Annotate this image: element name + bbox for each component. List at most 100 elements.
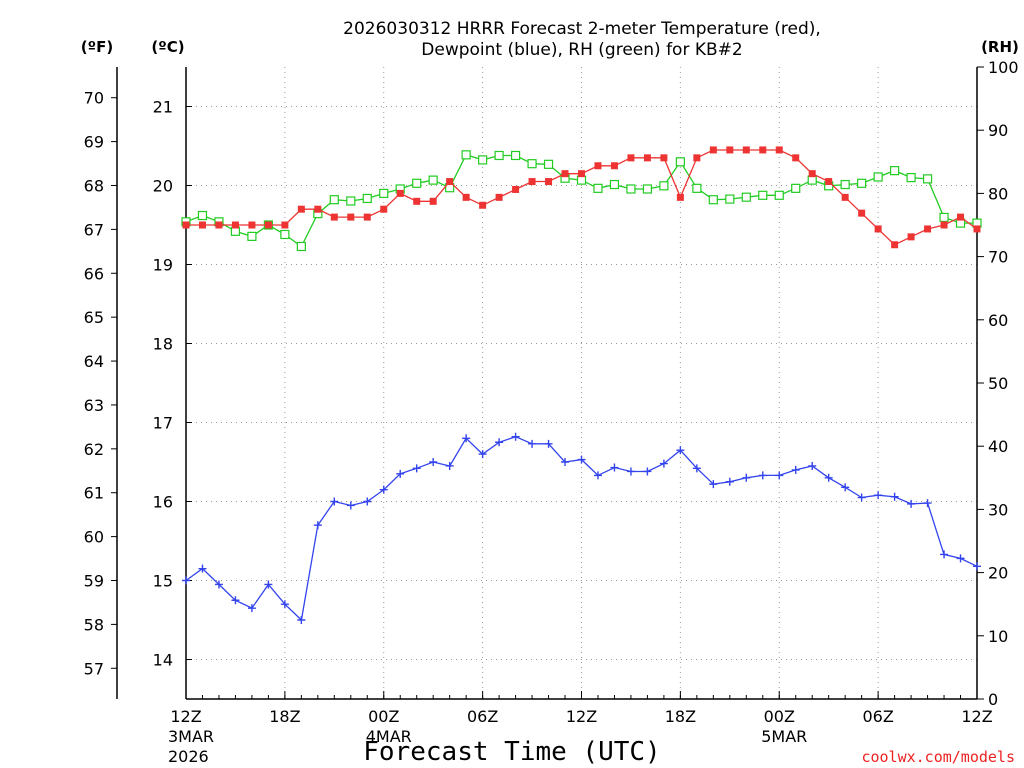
- f-tick-label: 70: [84, 89, 104, 108]
- temperature-point: [314, 205, 322, 213]
- temperature-point: [907, 233, 915, 241]
- dewpoint-point: [445, 461, 454, 470]
- rh-point: [890, 166, 900, 176]
- rh-point: [576, 175, 587, 185]
- chart-title-line1: 2026030312 HRRR Forecast 2-meter Tempera…: [343, 19, 821, 39]
- temperature-point: [347, 213, 355, 221]
- temperature-point: [297, 205, 305, 213]
- dewpoint-point: [725, 477, 734, 486]
- dewpoint-point: [709, 480, 718, 489]
- dewpoint-point: [973, 562, 981, 571]
- dewpoint-point: [528, 439, 537, 448]
- temperature-point: [396, 189, 404, 197]
- dewpoint-point: [495, 438, 504, 447]
- rh-tick-label: 80: [988, 184, 1008, 203]
- temperature-point: [231, 221, 239, 229]
- dewpoint-point: [198, 564, 207, 573]
- temperature-point: [841, 193, 849, 201]
- temperature-point: [726, 146, 734, 154]
- rh-point: [807, 175, 817, 185]
- fahrenheit-unit-label: (ºF): [81, 38, 113, 56]
- dewpoint-point: [264, 580, 273, 589]
- temperature-point: [808, 170, 816, 178]
- rh-point: [741, 192, 751, 202]
- temperature-point: [281, 221, 289, 229]
- dewpoint-point: [577, 455, 586, 464]
- f-tick-label: 66: [84, 264, 104, 283]
- dewpoint-point: [182, 576, 190, 585]
- rh-point: [461, 150, 471, 160]
- c-tick-label: 16: [153, 493, 173, 512]
- temperature-point: [594, 162, 602, 170]
- x-tick-label: 12Z: [566, 707, 597, 726]
- x-axis-title: Forecast Time (UTC): [363, 737, 660, 767]
- dewpoint-point: [379, 485, 388, 494]
- credit-label: coolwx.com/models: [861, 748, 1015, 766]
- dewpoint-point: [857, 493, 866, 502]
- dewpoint-point: [775, 471, 784, 480]
- temperature-point: [446, 178, 454, 186]
- temperature-point: [693, 154, 701, 162]
- c-tick-label: 19: [153, 256, 173, 275]
- rh-tick-label: 0: [988, 690, 998, 709]
- dewpoint-point: [544, 439, 553, 448]
- dewpoint-point: [742, 473, 751, 482]
- dewpoint-point: [940, 550, 949, 559]
- x-tick-label: 00Z: [368, 707, 399, 726]
- dewpoint-point: [692, 464, 701, 473]
- temperature-point: [973, 225, 981, 233]
- temperature-point: [528, 178, 536, 186]
- rh-point: [428, 175, 438, 185]
- temperature-point: [198, 221, 206, 229]
- rh-tick-label: 70: [988, 248, 1008, 267]
- temperature-point: [248, 221, 256, 229]
- temperature-point: [891, 241, 899, 249]
- celsius-unit-label: (ºC): [151, 38, 184, 56]
- rh-tick-label: 50: [988, 374, 1008, 393]
- x-tick-label: 06Z: [862, 707, 893, 726]
- dewpoint-point: [231, 596, 240, 605]
- rh-tick-label: 60: [988, 311, 1008, 330]
- temperature-point: [660, 154, 668, 162]
- dewpoint-point: [907, 499, 916, 508]
- temperature-series: [182, 146, 981, 249]
- dewpoint-point: [247, 604, 256, 613]
- rh-point: [774, 190, 784, 200]
- x-date-label: 4MAR: [366, 727, 412, 746]
- chart-title-line2: Dewpoint (blue), RH (green) for KB#2: [421, 40, 742, 60]
- temperature-point: [330, 213, 338, 221]
- f-tick-label: 65: [84, 308, 104, 327]
- f-tick-label: 64: [84, 352, 104, 371]
- rh-point: [626, 184, 636, 194]
- dewpoint-point: [363, 497, 372, 506]
- rh-point: [922, 174, 933, 184]
- f-tick-label: 67: [84, 220, 104, 239]
- rh-point: [379, 188, 389, 198]
- temperature-point: [578, 170, 585, 178]
- dewpoint-point: [841, 483, 850, 492]
- celsius-axis: 14 15 16 17 18 19 20 21: [153, 98, 192, 670]
- temperature-point: [676, 193, 684, 201]
- x-tick-label: 06Z: [467, 707, 498, 726]
- dewpoint-point: [890, 492, 899, 501]
- rh-point: [230, 226, 241, 236]
- temperature-point: [742, 146, 750, 154]
- dewpoint-point: [956, 554, 965, 563]
- rh-point: [906, 173, 916, 183]
- c-tick-label: 14: [153, 651, 173, 670]
- rh-point: [593, 183, 603, 193]
- x-tick-label: 18Z: [269, 707, 300, 726]
- rh-tick-label: 10: [988, 627, 1008, 646]
- x-date-label: 5MAR: [761, 727, 807, 746]
- dewpoint-point: [643, 467, 652, 476]
- temperature-point: [561, 170, 569, 178]
- temperature-point: [462, 193, 470, 201]
- x-year-label: 2026: [168, 747, 209, 766]
- dewpoint-point: [346, 501, 355, 510]
- fahrenheit-axis: 57 58 59 60 61 62 63 64 65 66 67 68 69 70: [84, 67, 118, 699]
- temperature-point: [413, 197, 421, 205]
- rh-point: [725, 194, 735, 204]
- x-tick-label: 12Z: [170, 707, 201, 726]
- rh-point: [857, 178, 867, 188]
